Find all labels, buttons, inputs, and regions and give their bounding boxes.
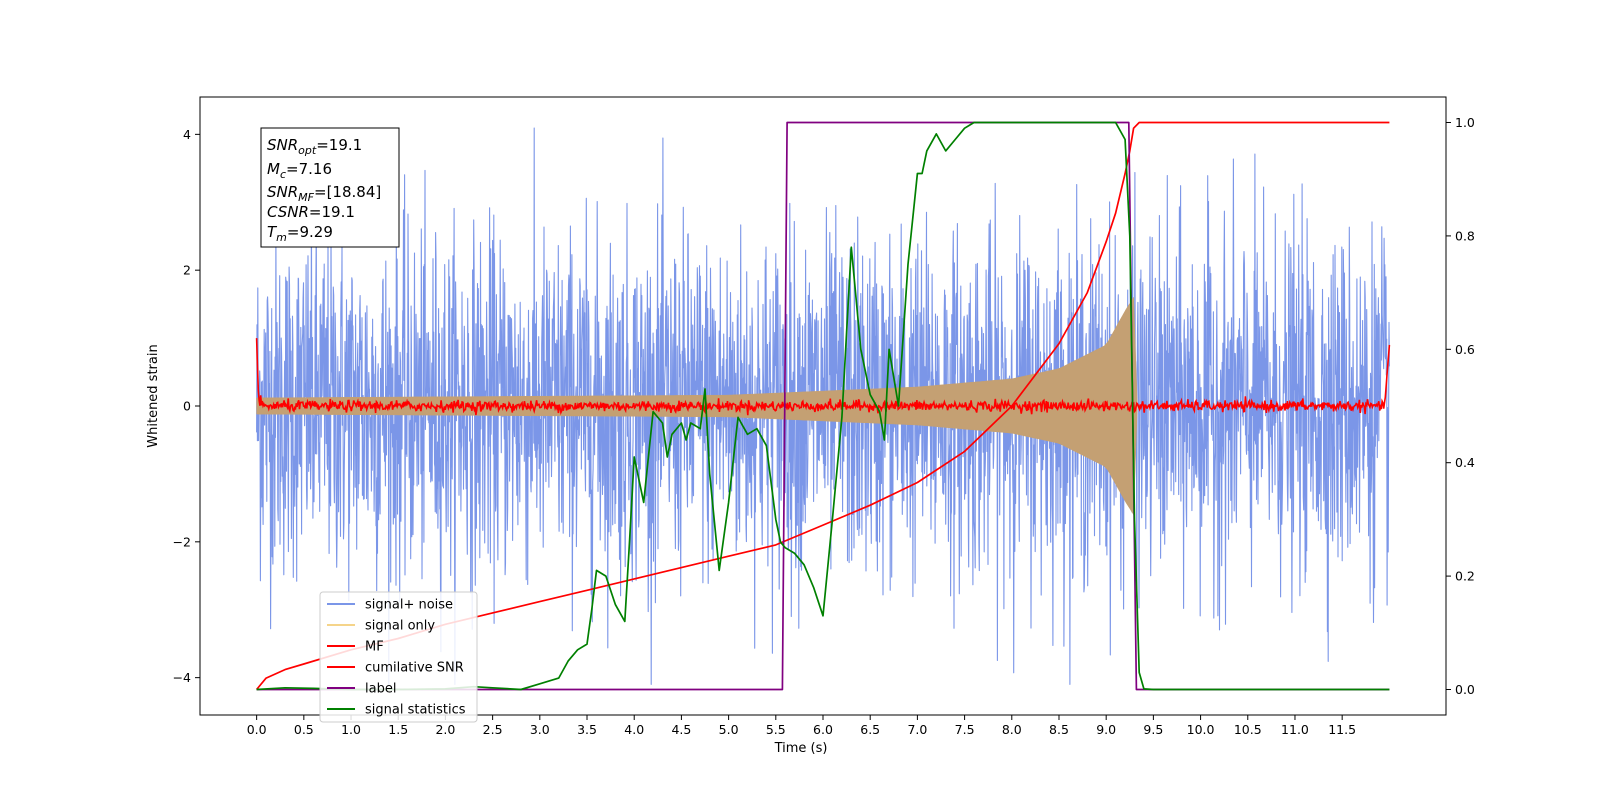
x-tick-label: 7.0	[907, 722, 927, 737]
y2-tick-label: 0.4	[1455, 455, 1475, 470]
x-tick-label: 11.5	[1328, 722, 1356, 737]
x-tick-label: 5.5	[766, 722, 786, 737]
x-tick-label: 6.5	[860, 722, 880, 737]
x-tick-label: 9.5	[1143, 722, 1163, 737]
y-tick-label: −2	[173, 534, 191, 549]
y-tick-label: 4	[183, 127, 191, 142]
x-tick-label: 0.5	[294, 722, 314, 737]
x-tick-label: 4.5	[671, 722, 691, 737]
y2-tick-label: 0.8	[1455, 228, 1475, 243]
legend-entry: signal statistics	[365, 703, 466, 718]
annotation-line: CSNR=19.1	[267, 203, 355, 221]
x-tick-label: 6.0	[813, 722, 833, 737]
annotation-line: Tm=9.29	[267, 223, 333, 244]
x-axis-label: Time (s)	[774, 741, 828, 756]
x-tick-label: 10.5	[1234, 722, 1262, 737]
y2-tick-label: 1.0	[1455, 115, 1475, 130]
x-tick-label: 10.0	[1187, 722, 1215, 737]
x-tick-label: 9.0	[1096, 722, 1116, 737]
annotation-line: SNRMF=[18.84]	[267, 183, 381, 204]
x-tick-label: 5.0	[719, 722, 739, 737]
y-tick-label: −4	[173, 670, 191, 685]
x-tick-label: 4.0	[624, 722, 644, 737]
x-tick-label: 7.5	[955, 722, 975, 737]
legend-entry: signal only	[365, 619, 435, 634]
x-tick-label: 11.0	[1281, 722, 1309, 737]
y2-tick-label: 0.0	[1455, 682, 1475, 697]
annotation-line: SNRopt=19.1	[267, 136, 362, 157]
y2-tick-label: 0.6	[1455, 342, 1475, 357]
y2-tick-label: 0.2	[1455, 569, 1475, 584]
x-tick-label: 1.5	[388, 722, 408, 737]
y-tick-label: 0	[183, 399, 191, 414]
axes: 0.0 0.5 1.0 1.5 2.0 2.5 3.0 3.5 4.0 4.5 5.0 5.5 6.0 6…	[173, 96, 1475, 737]
legend: signal+ noise signal only MF cumilative SNR…	[319, 591, 478, 723]
annotation-line: Mc=7.16	[267, 160, 332, 181]
annotation-frame	[260, 127, 400, 248]
x-tick-label: 1.0	[341, 722, 361, 737]
legend-entry: MF	[365, 640, 384, 655]
series-mf	[255, 338, 1391, 416]
x-tick-label: 2.0	[435, 722, 455, 737]
annotation-box: SNRopt=19.1 Mc=7.16SNRMF=[18.84]CSNR=19.1…	[260, 127, 400, 248]
x-tick-label: 3.5	[577, 722, 597, 737]
plot-area	[255, 121, 1391, 691]
x-tick-label: 2.5	[483, 722, 503, 737]
series-signal-statistics	[256, 121, 1390, 691]
legend-entry: signal+ noise	[365, 598, 453, 613]
legend-frame	[319, 591, 478, 723]
legend-entry: cumilative SNR	[365, 661, 464, 676]
legend-entry: label	[365, 682, 396, 697]
y-axis-label: Whitened strain	[146, 344, 161, 447]
x-tick-label: 8.0	[1002, 722, 1022, 737]
y-tick-label: 2	[183, 263, 191, 278]
x-tick-label: 3.0	[530, 722, 550, 737]
x-tick-label: 0.0	[247, 722, 267, 737]
x-tick-label: 8.5	[1049, 722, 1069, 737]
